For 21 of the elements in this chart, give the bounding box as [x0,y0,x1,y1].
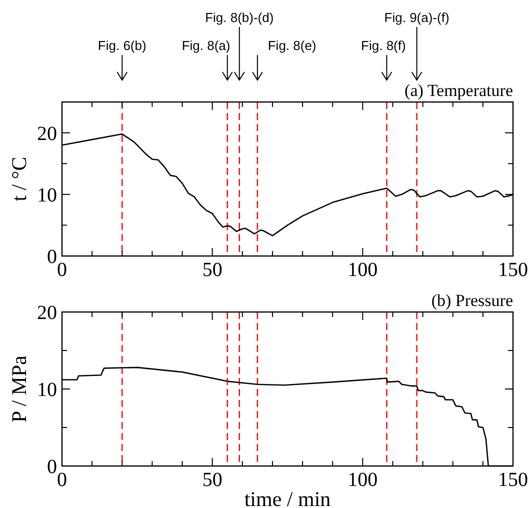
caption: Fig. 9(a)-(f) [384,10,450,25]
x-tick-label: 100 [348,259,378,281]
x-tick-label: 100 [348,469,378,491]
chart-title: (b) Pressure [431,291,513,310]
chart-title: (a) Temperature [404,81,513,100]
x-tick-label: 150 [498,469,528,491]
caption: Fig. 8(b)-(d) [205,10,274,25]
caption: Fig. 8(e) [268,38,316,53]
caption: Fig. 8(f) [361,38,406,53]
y-tick-label: 10 [37,184,57,206]
x-axis-title: time / min [244,487,332,508]
y-axis-title: t / °C [7,156,31,202]
x-tick-label: 50 [202,259,222,281]
caption: Fig. 8(a) [182,38,230,53]
y-tick-label: 10 [37,379,57,401]
x-tick-label: 150 [498,259,528,281]
y-tick-label: 20 [37,122,57,145]
y-tick-label: 20 [37,302,57,324]
y-axis-title: P / MPa [7,354,31,422]
x-tick-label: 50 [202,469,222,491]
caption: Fig. 6(b) [98,38,146,53]
